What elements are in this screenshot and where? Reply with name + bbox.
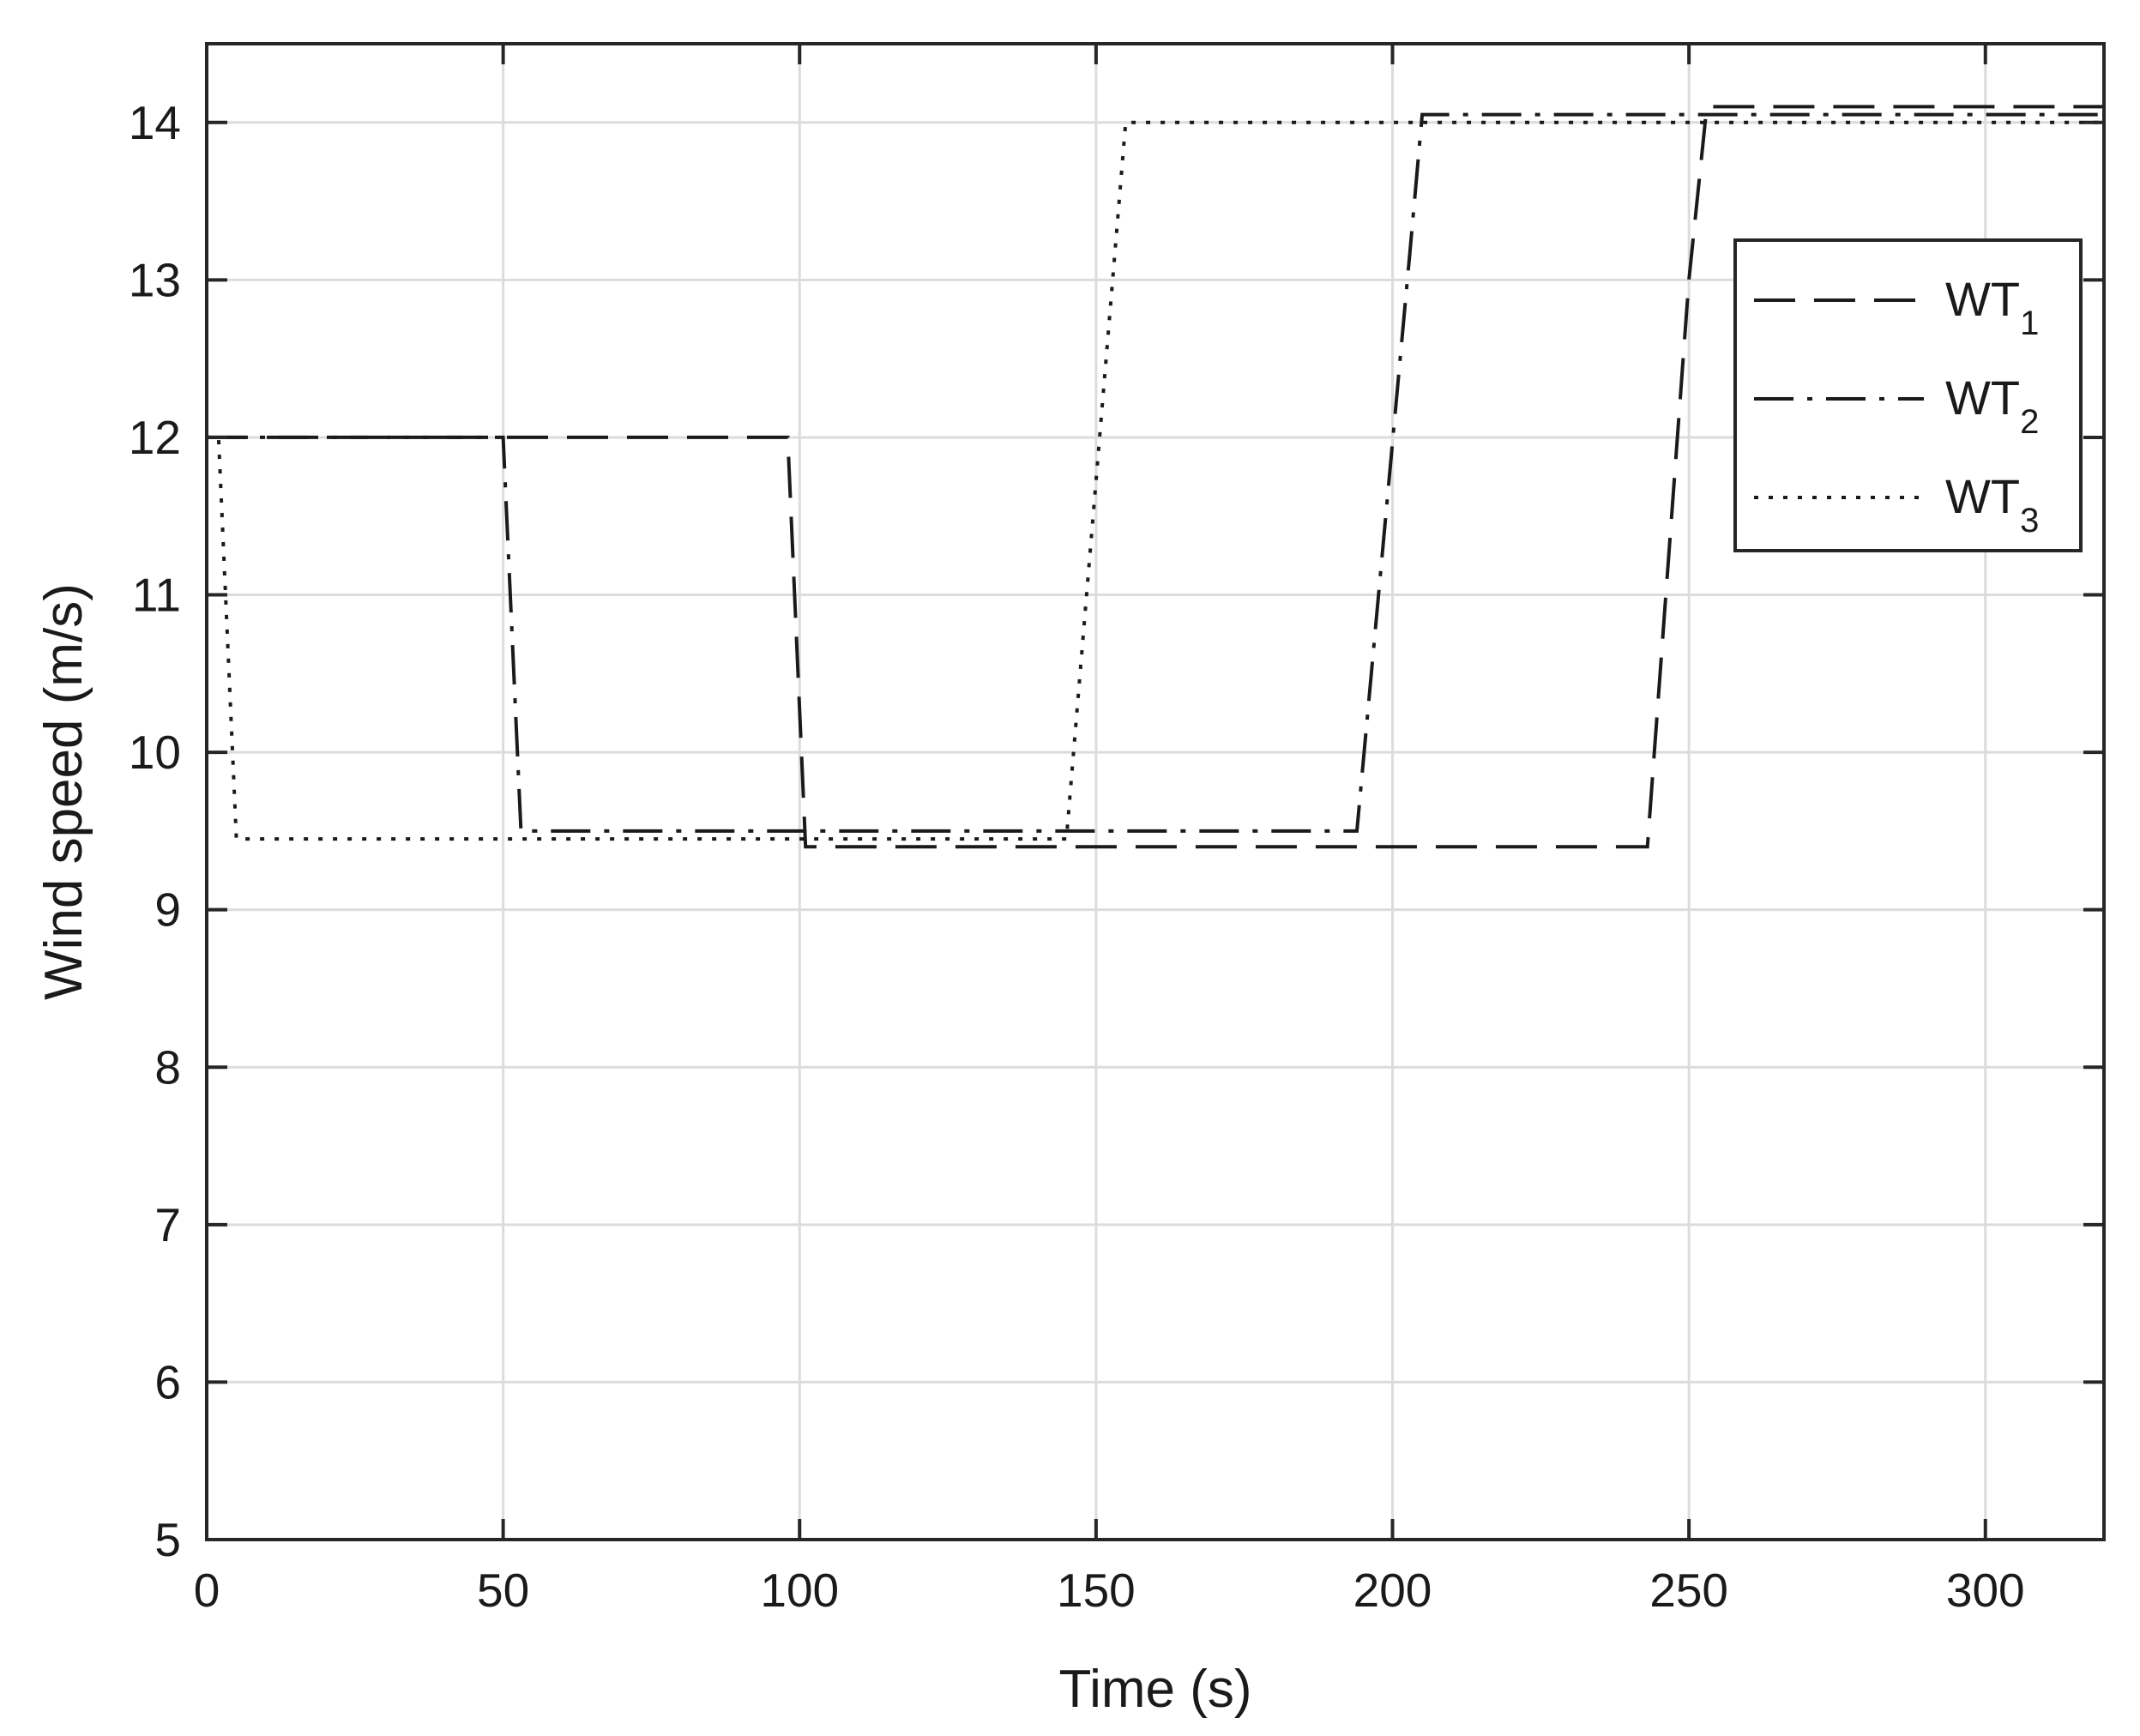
y-tick-label: 12 — [129, 411, 181, 464]
series-line-wt1 — [207, 105, 2104, 849]
tick-labels: 0 50 100 150 200 250 300 5 6 7 8 9 10 11 12 13 14 — [129, 96, 2025, 1617]
legend-label: WT3 — [1945, 469, 2039, 539]
x-tick-label: 250 — [1649, 1564, 1728, 1617]
legend: WT1 WT2 WT3 — [1733, 238, 2083, 552]
x-tick-label: 300 — [1946, 1564, 2025, 1617]
legend-label: WT1 — [1945, 272, 2039, 342]
plot-frame — [205, 42, 2106, 1541]
legend-box — [1733, 238, 2083, 552]
legend-label: WT2 — [1945, 371, 2039, 441]
y-tick-label: 8 — [154, 1040, 181, 1094]
x-tick-label: 0 — [194, 1564, 220, 1617]
y-tick-label: 11 — [132, 569, 181, 622]
series-line-wt2 — [207, 112, 2104, 833]
y-tick-label: 5 — [154, 1513, 181, 1566]
series-lines — [207, 105, 2104, 849]
y-tick-label: 7 — [154, 1198, 181, 1251]
x-tick-label: 100 — [760, 1564, 839, 1617]
y-tick-label: 9 — [154, 883, 181, 937]
y-tick-label: 14 — [129, 96, 181, 149]
x-tick-label: 50 — [477, 1564, 529, 1617]
y-tick-label: 10 — [129, 726, 181, 779]
x-axis-title: Time (s) — [1059, 1660, 1252, 1719]
y-axis-title: Wind speed (m/s) — [34, 583, 93, 1000]
y-tick-label: 6 — [154, 1355, 181, 1408]
x-tick-label: 150 — [1057, 1564, 1136, 1617]
axes — [205, 42, 2106, 1541]
x-tick-label: 200 — [1353, 1564, 1432, 1617]
y-tick-label: 13 — [129, 253, 181, 306]
